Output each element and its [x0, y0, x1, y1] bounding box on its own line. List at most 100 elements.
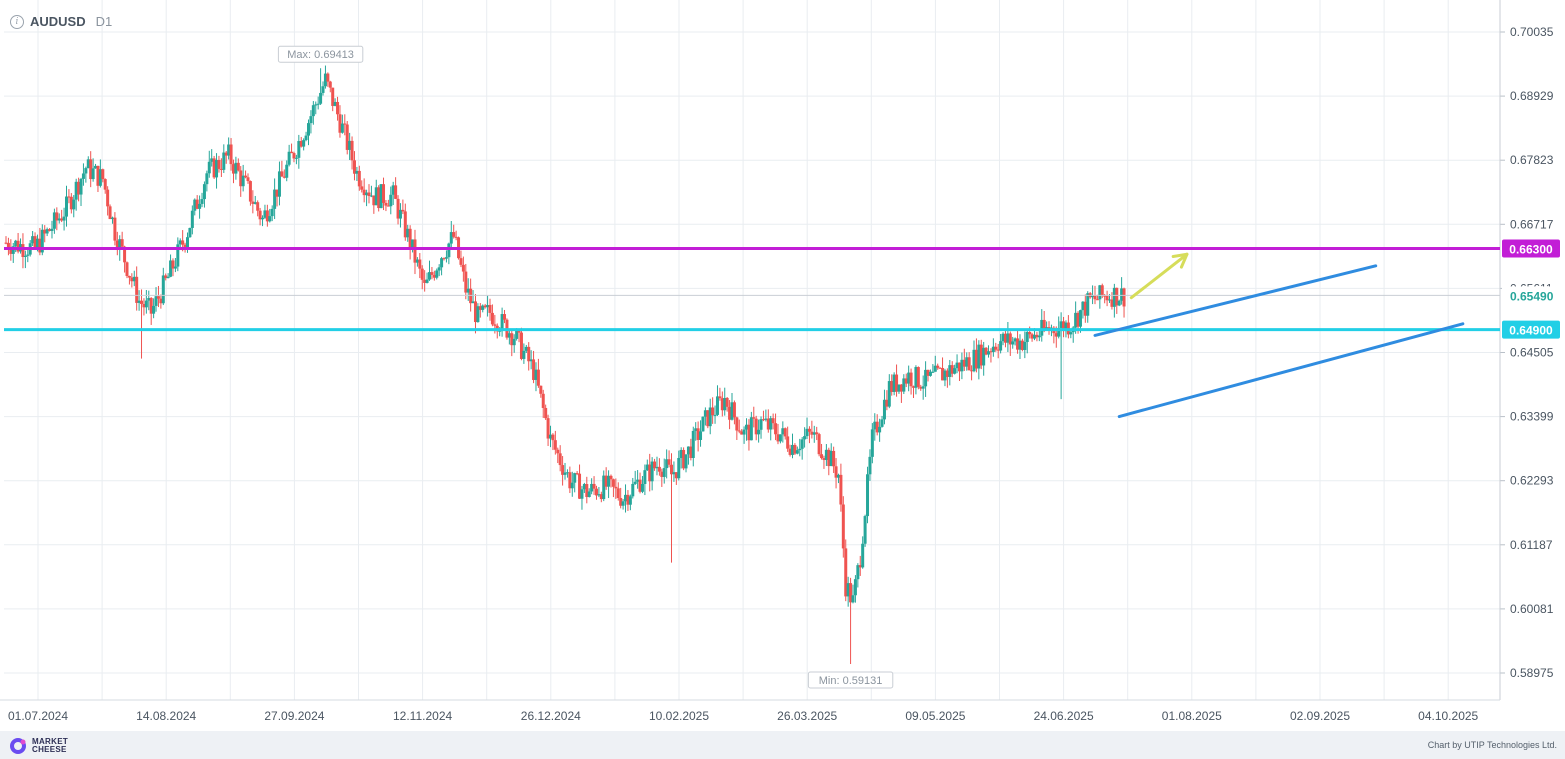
channel-lower-line[interactable]	[1117, 322, 1465, 419]
candle-body	[633, 481, 637, 484]
candle-body	[694, 428, 698, 431]
candle-body	[696, 428, 700, 440]
candle-body	[713, 414, 717, 416]
candle-body	[1008, 333, 1012, 345]
candle-body	[776, 434, 780, 442]
candle-body	[534, 369, 538, 380]
candle-body	[546, 418, 550, 439]
brand-name: MARKET CHEESE	[32, 738, 68, 754]
candle-body	[670, 464, 673, 475]
y-tick-label: 0.68929	[1510, 89, 1554, 103]
candle-body	[771, 418, 775, 424]
candle-body	[815, 432, 819, 435]
candle-body	[55, 212, 59, 221]
candle-body	[541, 393, 545, 408]
candle-body	[326, 73, 330, 82]
candle-body	[829, 450, 833, 467]
candle-body	[290, 151, 294, 154]
x-tick-label: 10.02.2025	[649, 709, 709, 723]
candle-body	[98, 169, 102, 186]
candle-body	[261, 217, 265, 220]
candle-body	[471, 301, 475, 304]
candle-body	[307, 123, 310, 136]
candle-body	[103, 179, 107, 190]
candle-body	[403, 211, 407, 238]
candle-body	[570, 482, 574, 489]
candle-body	[1045, 327, 1049, 329]
candle-body	[549, 434, 552, 439]
candle-body	[115, 240, 119, 251]
candle-body	[604, 475, 608, 487]
candle-body	[735, 417, 739, 431]
candle-body	[161, 275, 165, 304]
candle-body	[665, 459, 669, 469]
candle-body	[912, 386, 915, 388]
candle-body	[832, 450, 836, 467]
candle-body	[667, 459, 671, 465]
x-tick-label: 12.11.2024	[393, 709, 452, 723]
candle-body	[394, 185, 398, 199]
candle-body	[464, 271, 468, 293]
candle-body	[345, 124, 349, 150]
candle-body	[244, 175, 248, 178]
candle-body	[805, 428, 809, 437]
candle-body	[234, 162, 238, 174]
candle-body	[1057, 327, 1061, 337]
candle-body	[391, 185, 395, 195]
candle-body	[585, 483, 589, 498]
candle-body	[691, 430, 695, 458]
candle-body	[561, 465, 565, 475]
candle-body	[512, 338, 516, 346]
forecast-arrow-shaft[interactable]	[1129, 252, 1189, 300]
info-circle-icon[interactable]: i	[10, 14, 24, 29]
candle-body	[839, 474, 843, 505]
candle-body	[936, 365, 940, 368]
candle-body	[563, 472, 567, 475]
candle-body	[711, 407, 715, 416]
candle-body	[662, 468, 666, 477]
candle-body	[834, 466, 838, 478]
candle-body	[551, 434, 555, 441]
candle-body	[1042, 319, 1046, 329]
candle-body	[110, 217, 114, 220]
candle-body	[224, 152, 228, 156]
candle-body	[357, 170, 361, 187]
candle-body	[77, 181, 81, 195]
candle-body	[798, 448, 802, 451]
candle-body	[386, 205, 390, 207]
candle-body	[435, 270, 439, 278]
brand-logo[interactable]: MARKET CHEESE	[8, 736, 68, 756]
candle-body	[507, 333, 511, 338]
y-tick-label: 0.60081	[1510, 602, 1554, 616]
candle-body	[885, 399, 889, 407]
candlestick-chart[interactable]: 0.700350.689290.678230.667170.656110.645…	[0, 0, 1565, 731]
candle-body	[302, 140, 306, 147]
y-tick-label: 0.63399	[1510, 410, 1554, 424]
candle-body	[674, 472, 678, 479]
candle-body	[926, 369, 930, 376]
candle-body	[72, 199, 76, 210]
candle-body	[875, 421, 879, 433]
candle-body	[1003, 333, 1007, 343]
candle-body	[265, 210, 269, 222]
candle-body	[640, 484, 644, 492]
candle-body	[594, 488, 598, 496]
candle-body	[774, 423, 778, 435]
candle-body	[737, 430, 741, 432]
channel-upper-line[interactable]	[1093, 264, 1378, 337]
candle-body	[31, 236, 35, 244]
candle-body	[202, 184, 206, 200]
candle-body	[127, 276, 131, 278]
candle-body	[6, 242, 10, 250]
candle-body	[1091, 295, 1095, 298]
candle-body	[142, 303, 146, 308]
candle-body	[643, 470, 647, 485]
candle-body	[851, 595, 855, 603]
candle-body	[130, 277, 134, 282]
candle-body	[916, 367, 920, 387]
candle-body	[1105, 295, 1109, 301]
candle-body	[38, 238, 42, 253]
candle-body	[1122, 288, 1126, 307]
candle-body	[241, 175, 245, 187]
